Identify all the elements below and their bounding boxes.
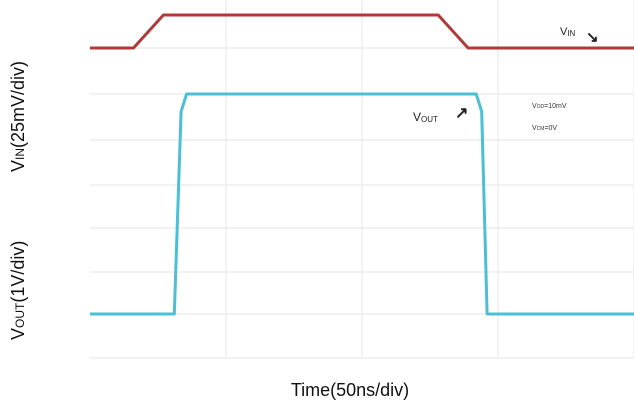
vout-label: VOUT (413, 110, 438, 124)
series-line-vin (90, 13, 634, 50)
vin-arrow-icon: ↘ (586, 29, 599, 46)
vout-arrow-icon: ↗ (455, 105, 468, 122)
traces (90, 13, 634, 316)
y-axis-label-vout: VOUT(1V/div) (8, 241, 28, 340)
vin-label: VIN (560, 26, 576, 38)
plot-grid (90, 0, 634, 359)
series-line-vout (90, 92, 634, 316)
annotation-vcm: VCM=0V (532, 125, 557, 132)
x-axis-label: Time(50ns/div) (291, 380, 409, 400)
y-axis-label-vin: VIN(25mV/div) (8, 61, 28, 172)
annotation-vod: VOD=10mV (532, 103, 567, 110)
